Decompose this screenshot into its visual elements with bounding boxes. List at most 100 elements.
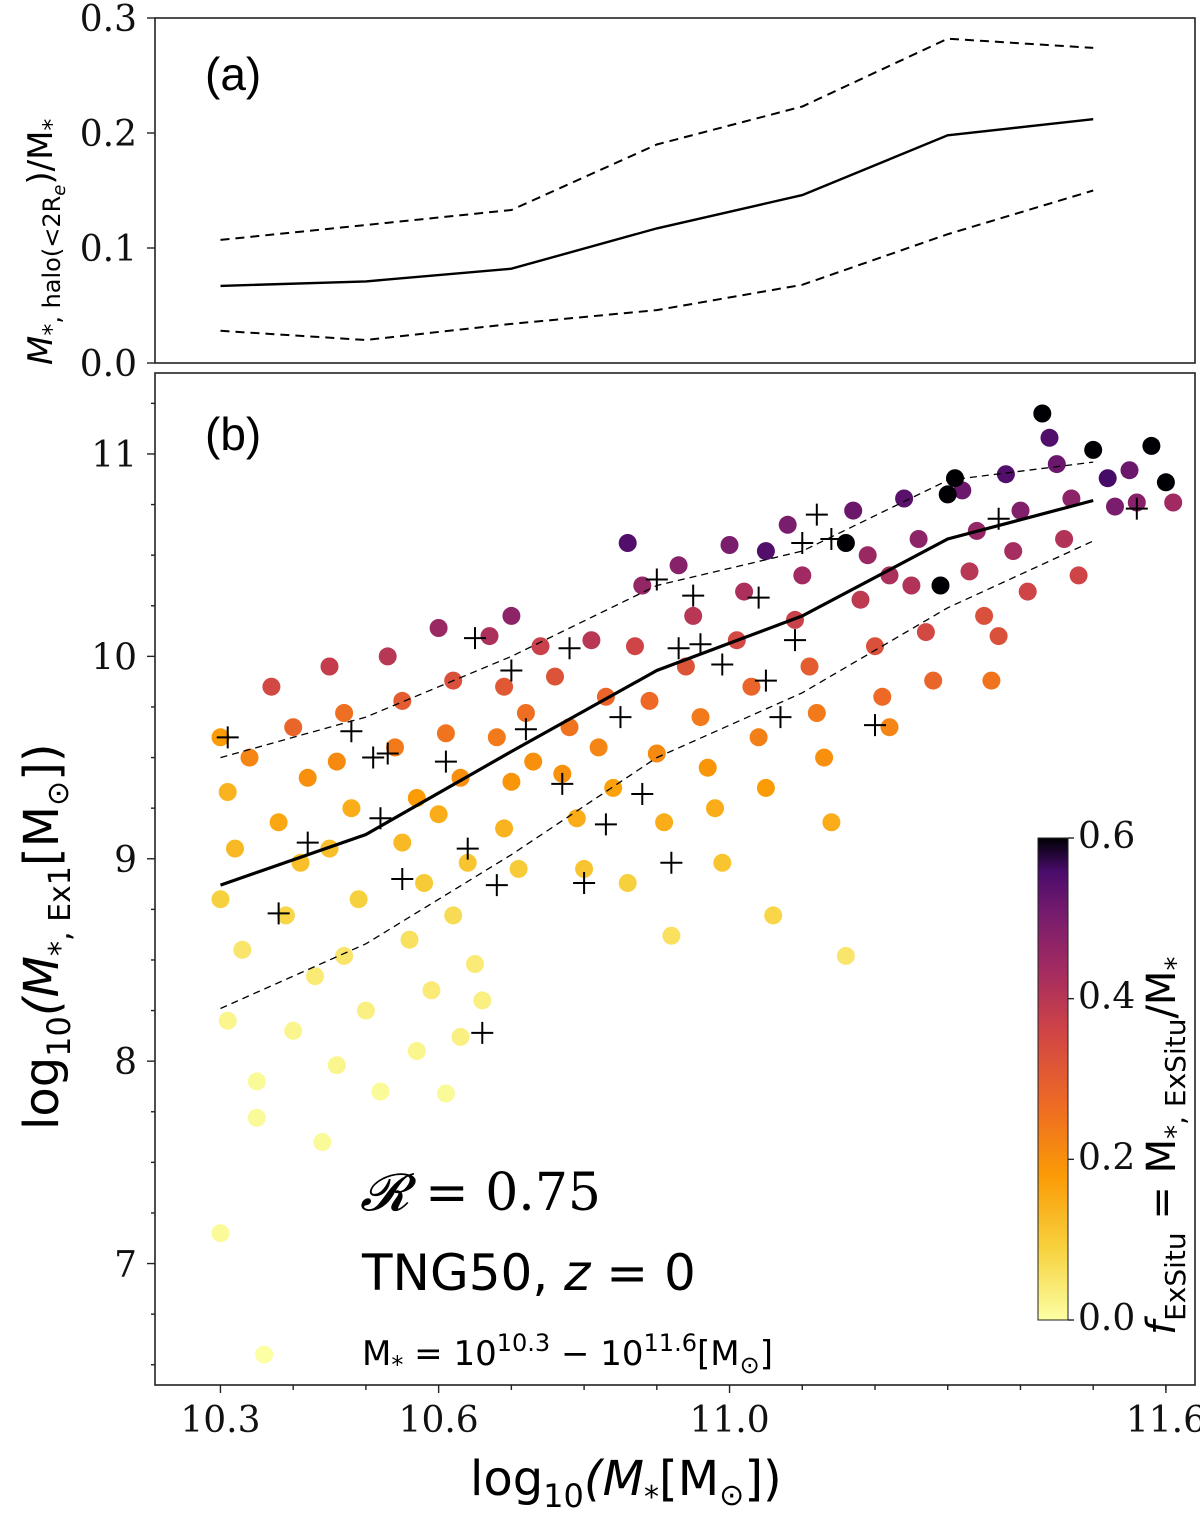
scatter-point: [669, 556, 688, 575]
panel-b-ytick-label: 9: [114, 840, 137, 881]
scatter-point: [655, 813, 674, 832]
colorbar-tick-label: 0.4: [1078, 977, 1135, 1018]
annotation-sim-text: TNG50,: [361, 1244, 564, 1302]
panel-b-ytick-label: 8: [114, 1042, 137, 1083]
scatter-point: [735, 582, 754, 601]
scatter-point: [516, 704, 535, 722]
panel-b-ylabel-sun: ⊙: [41, 781, 76, 806]
scatter-point: [713, 853, 732, 872]
panel-a-ytick-label: 0.0: [80, 344, 137, 385]
scatter-point: [487, 728, 506, 747]
panel-b-xticks: 10.3 10.6 11.0 11.6: [180, 1385, 1200, 1441]
scatter-point: [698, 758, 717, 777]
cross-marker: [369, 807, 392, 830]
scatter-point: [284, 1021, 303, 1040]
scatter-point: [807, 704, 826, 722]
scatter-point: [647, 744, 666, 763]
panel-b-scatter: [211, 404, 1183, 1364]
panel-a-ytick-label: 0.1: [80, 229, 137, 270]
cbar-label-eq: = M: [1139, 1139, 1185, 1232]
cross-marker: [471, 1021, 494, 1044]
scatter-point: [902, 576, 921, 595]
scatter-point: [458, 853, 477, 872]
scatter-point: [749, 728, 768, 747]
scatter-point: [1033, 404, 1052, 423]
scatter-point: [415, 874, 434, 892]
cross-marker: [558, 637, 581, 660]
scatter-point: [233, 940, 252, 959]
cbar-label-tail: /M: [1139, 971, 1185, 1019]
cross-marker: [784, 629, 806, 652]
cross-marker: [340, 720, 363, 743]
panel-b-xlabel-star: *: [644, 1480, 659, 1515]
scatter-point: [342, 799, 361, 818]
scatter-point: [1011, 501, 1030, 520]
scatter-point: [640, 691, 659, 710]
cross-marker: [267, 902, 290, 925]
range-m: M: [362, 1334, 391, 1374]
panel-b-median: [219, 498, 1094, 887]
cross-marker: [667, 637, 690, 660]
scatter-point: [866, 637, 884, 656]
scatter-point: [226, 839, 244, 858]
scatter-point: [858, 546, 877, 565]
scatter-point: [371, 1082, 390, 1101]
scatter-point: [546, 667, 564, 686]
cross-marker: [820, 527, 843, 550]
panel-a: 0.0 0.1 0.2 0.3 (a) M*, halo(<2Re)/M*: [21, 0, 1196, 385]
scatter-point: [931, 576, 950, 595]
panel-a-ylabel-tail: )/M: [21, 131, 61, 185]
annotation-mass-range: M* = 1010.3 − 1011.6[M⊙]: [362, 1329, 773, 1379]
panel-b-xlabel-sub: 10: [543, 1477, 584, 1515]
scatter-point: [327, 752, 346, 771]
scatter-point: [691, 708, 710, 727]
cross-marker: [485, 874, 508, 897]
scatter-point: [218, 1011, 237, 1030]
scatter-point: [349, 890, 368, 909]
panel-b-ylabel-rest: (M: [14, 956, 70, 1016]
scatter-point: [873, 687, 892, 706]
scatter-point: [262, 677, 281, 696]
cross-marker: [805, 503, 828, 526]
panel-b-ylabel-rest-sub: *, Ex1: [43, 866, 78, 956]
scatter-point: [429, 805, 448, 824]
scatter-point: [255, 1345, 274, 1364]
scatter-point: [211, 890, 230, 909]
range-unit: [M: [697, 1334, 740, 1374]
scatter-point: [778, 515, 797, 534]
scatter-point: [793, 566, 812, 585]
panel-b-xtick-label: 10.6: [399, 1400, 479, 1441]
scatter-point: [306, 967, 324, 986]
scatter-point: [764, 906, 783, 925]
scatter-point: [706, 799, 724, 818]
scatter-point: [436, 724, 455, 743]
panel-a-label: (a): [205, 48, 261, 100]
scatter-point: [756, 542, 775, 561]
scatter-point: [567, 809, 586, 828]
scatter-point: [895, 489, 914, 508]
annotation-r-value: = 0.75: [409, 1163, 601, 1223]
scatter-point: [531, 637, 550, 656]
panel-b-xlabel-log: log: [470, 1451, 543, 1507]
scatter-point: [575, 859, 594, 878]
scatter-point: [1004, 542, 1023, 561]
colorbar-label: fExSitu = M*, ExSitu/M*: [1139, 957, 1192, 1335]
scatter-point: [1018, 582, 1037, 601]
cbar-label-sub: ExSitu: [1159, 1232, 1192, 1321]
panel-a-series-upper: [220, 37, 1094, 241]
scatter-point: [247, 1072, 266, 1091]
scatter-point: [1106, 497, 1124, 516]
scatter-point: [618, 534, 637, 552]
cross-marker: [682, 584, 705, 607]
scatter-point: [240, 748, 259, 767]
panel-b-ytick-label: 7: [114, 1245, 137, 1286]
panel-b-yticks: 7 8 9 10 11: [91, 402, 155, 1366]
scatter-point: [909, 530, 928, 548]
cross-marker: [464, 627, 486, 650]
scatter-point: [276, 906, 295, 925]
scatter-point: [1120, 461, 1139, 480]
colorbar-tick-label: 0.6: [1078, 816, 1135, 857]
scatter-point: [313, 1133, 332, 1152]
scatter-point: [495, 677, 514, 696]
